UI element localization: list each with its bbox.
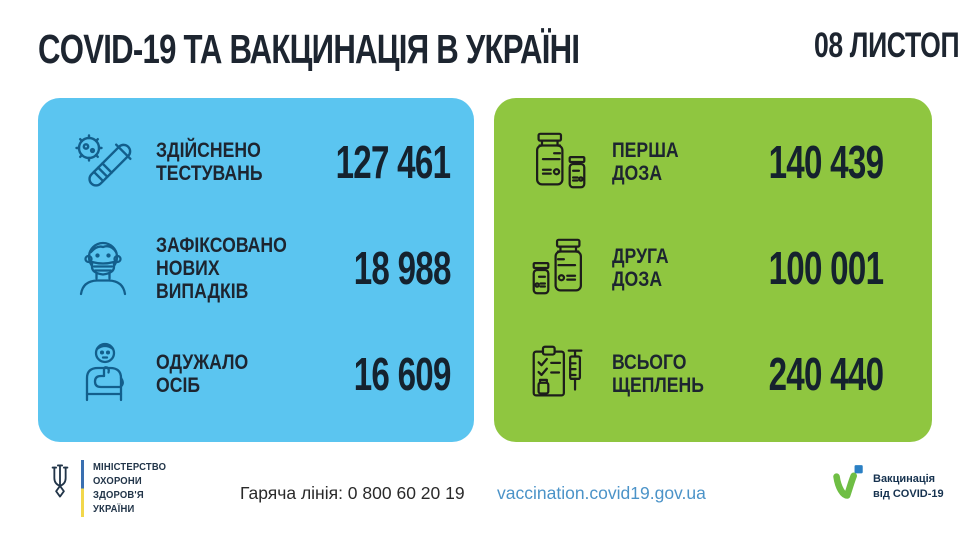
test-tube-virus-icon [62,120,144,204]
new-cases-value: 18 988 [353,242,451,294]
second-dose-value: 100 001 [768,242,884,294]
vaccination-report-icon [518,332,600,416]
v-checkmark-icon [830,461,866,512]
first-dose-label: ПЕРША ДОЗА [612,138,679,185]
hotline-text: Гаряча лінія: 0 800 60 20 19 [240,483,465,503]
tests-row: ЗДІЙСНЕНО ТЕСТУВАНЬ 127 461 [38,120,474,204]
recovered-value: 16 609 [353,348,451,400]
recovered-label: ОДУЖАЛО ОСІБ [156,350,249,397]
new-cases-label: ЗАФІКСОВАНО НОВИХ ВИПАДКІВ [156,232,287,303]
recovered-person-icon [62,332,144,416]
tests-value: 127 461 [335,136,451,188]
campaign-text: Вакцинація від COVID-19 [873,473,944,500]
recovered-row: ОДУЖАЛО ОСІБ 16 609 [38,332,474,416]
second-dose-row: ДРУГА ДОЗА 100 001 [494,226,931,310]
tests-label: ЗДІЙСНЕНО ТЕСТУВАНЬ [156,138,263,185]
ministry-logo-block: МІНІСТЕРСТВО ОХОРОНИ ЗДОРОВ'Я УКРАЇНИ [48,460,174,517]
vaccination-stats-panel: ПЕРША ДОЗА 140 439 [494,98,932,442]
new-cases-row: ЗАФІКСОВАНО НОВИХ ВИПАДКІВ 18 988 [38,226,474,310]
stats-panels: ЗДІЙСНЕНО ТЕСТУВАНЬ 127 461 [38,98,932,442]
masked-person-icon [62,226,144,310]
page-title: COVID-19 ТА ВАКЦИНАЦІЯ В УКРАЇНІ [38,26,580,72]
website-link[interactable]: vaccination.covid19.gov.ua [497,483,706,503]
first-dose-value: 140 439 [768,136,884,188]
second-dose-label: ДРУГА ДОЗА [612,244,669,291]
first-dose-row: ПЕРША ДОЗА 140 439 [494,120,931,204]
vaccination-campaign-logo: Вакцинація від COVID-19 [830,461,944,512]
total-vaccinations-label: ВСЬОГО ЩЕПЛЕНЬ [612,350,705,397]
total-vaccinations-value: 240 440 [768,348,884,400]
date-label: 08 ЛИСТОПАДА [814,26,960,65]
flag-divider [81,460,84,517]
ministry-name: МІНІСТЕРСТВО ОХОРОНИ ЗДОРОВ'Я УКРАЇНИ [93,461,167,515]
vaccine-vials-icon [518,120,600,204]
total-vaccinations-row: ВСЬОГО ЩЕПЛЕНЬ 240 440 [494,332,931,416]
vaccine-vials-icon [518,226,600,310]
trident-icon [48,460,72,507]
covid-stats-panel: ЗДІЙСНЕНО ТЕСТУВАНЬ 127 461 [38,98,475,442]
header: COVID-19 ТА ВАКЦИНАЦІЯ В УКРАЇНІ 08 ЛИСТ… [38,26,960,73]
